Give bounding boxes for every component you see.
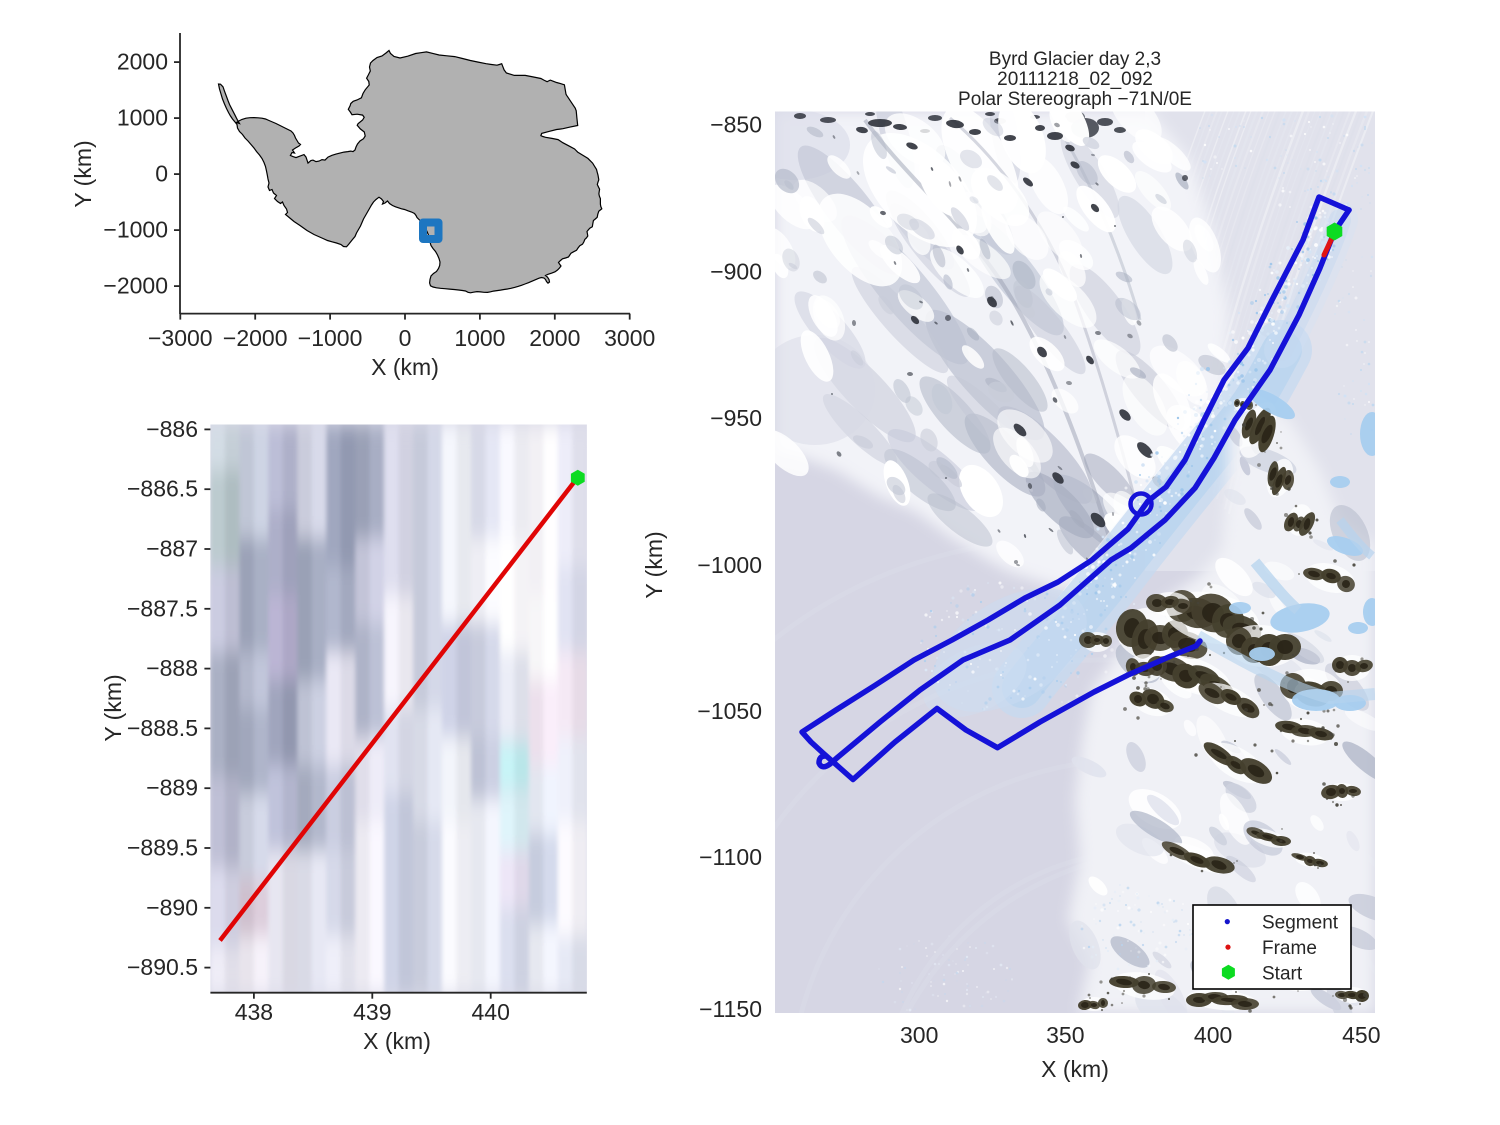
svg-text:X (km): X (km) — [1041, 1056, 1109, 1082]
svg-text:−890.5: −890.5 — [127, 954, 198, 980]
svg-text:1000: 1000 — [117, 105, 168, 131]
svg-text:−887: −887 — [146, 536, 198, 562]
svg-text:−889: −889 — [146, 775, 198, 801]
svg-text:0: 0 — [155, 161, 168, 187]
svg-text:440: 440 — [472, 999, 510, 1025]
svg-text:400: 400 — [1194, 1022, 1232, 1048]
svg-text:X (km): X (km) — [371, 354, 439, 380]
svg-text:Frame: Frame — [1262, 938, 1317, 959]
svg-text:1000: 1000 — [454, 325, 505, 351]
svg-text:X (km): X (km) — [363, 1028, 431, 1054]
svg-text:438: 438 — [235, 999, 273, 1025]
svg-text:−1100: −1100 — [699, 844, 762, 870]
svg-text:−850: −850 — [710, 111, 762, 137]
svg-text:450: 450 — [1342, 1022, 1380, 1048]
svg-text:300: 300 — [900, 1022, 938, 1048]
svg-text:Segment: Segment — [1262, 913, 1339, 934]
svg-text:439: 439 — [353, 999, 391, 1025]
svg-text:Start: Start — [1262, 964, 1303, 985]
svg-text:−2000: −2000 — [103, 273, 168, 299]
svg-text:−887.5: −887.5 — [127, 595, 198, 621]
svg-text:−888.5: −888.5 — [127, 715, 198, 741]
svg-text:Y (km): Y (km) — [100, 674, 126, 741]
svg-text:−1000: −1000 — [103, 217, 168, 243]
svg-text:−1150: −1150 — [699, 996, 762, 1022]
svg-text:−1050: −1050 — [697, 698, 762, 724]
svg-text:−3000: −3000 — [148, 325, 213, 351]
svg-text:3000: 3000 — [604, 325, 655, 351]
svg-text:−888: −888 — [146, 655, 198, 681]
svg-text:Polar Stereograph −71N/0E: Polar Stereograph −71N/0E — [958, 89, 1192, 110]
svg-text:−1000: −1000 — [697, 552, 762, 578]
svg-text:350: 350 — [1046, 1022, 1084, 1048]
svg-text:−886: −886 — [146, 416, 198, 442]
svg-text:−950: −950 — [710, 405, 762, 431]
svg-text:−1000: −1000 — [298, 325, 363, 351]
svg-text:−900: −900 — [710, 259, 762, 285]
svg-text:−889.5: −889.5 — [127, 835, 198, 861]
svg-text:−2000: −2000 — [223, 325, 288, 351]
svg-text:Y (km): Y (km) — [641, 531, 667, 598]
svg-text:2000: 2000 — [529, 325, 580, 351]
svg-text:2000: 2000 — [117, 49, 168, 75]
svg-text:20111218_02_092: 20111218_02_092 — [997, 69, 1153, 90]
svg-text:−886.5: −886.5 — [127, 476, 198, 502]
svg-text:−890: −890 — [146, 894, 198, 920]
svg-text:0: 0 — [399, 325, 412, 351]
svg-text:Y (km): Y (km) — [70, 140, 96, 207]
svg-text:Byrd Glacier day 2,3: Byrd Glacier day 2,3 — [989, 49, 1161, 70]
